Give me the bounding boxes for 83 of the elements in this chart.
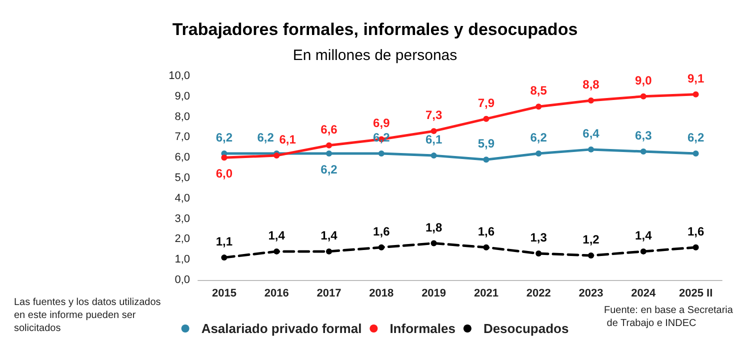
data-label: 1,6	[687, 224, 704, 238]
data-label: 1,8	[425, 220, 442, 234]
point	[692, 150, 699, 157]
point	[430, 128, 437, 134]
data-label: 8,5	[530, 84, 548, 98]
y-tick-label: 8,0	[174, 110, 190, 123]
point	[378, 150, 384, 157]
y-tick-label: 7,0	[174, 131, 190, 144]
point	[483, 116, 490, 122]
data-label: 5,9	[478, 136, 495, 151]
data-label: 6,0	[216, 166, 233, 181]
x-tick-label: 2016	[264, 288, 289, 300]
point	[692, 244, 699, 250]
data-label: 1,6	[373, 224, 390, 238]
point	[483, 244, 490, 250]
x-tick-label: 2018	[369, 288, 394, 300]
x-tick-label: 2024	[631, 288, 657, 300]
point	[326, 150, 332, 157]
y-tick-label: 0,0	[174, 274, 190, 286]
data-label: 7,9	[478, 96, 495, 110]
chart-title: Trabajadores formales, informales y desocupados	[172, 20, 578, 39]
y-tick-label: 1,0	[174, 254, 190, 266]
x-tick-label: 2021	[474, 288, 498, 300]
data-label: 6,9	[373, 116, 390, 130]
data-label: 6,1	[425, 132, 442, 147]
y-tick-label: 2,0	[174, 233, 190, 246]
chart-subtitle: En millones de personas	[292, 47, 458, 64]
legend-label: Informales	[390, 321, 456, 336]
text: Las fuentes y los datos utilizados en este informe pueden ser solicitados	[14, 297, 164, 334]
point	[588, 146, 594, 152]
y-tick-label: 9,0	[174, 90, 190, 102]
data-label: 6,2	[530, 130, 548, 145]
data-label: 6,4	[582, 126, 600, 140]
data-label: 1,6	[478, 224, 495, 238]
source-note: Fuente: en base a Secretaria de Trabajo e INDEC	[604, 305, 734, 329]
data-label: 7,3	[425, 108, 442, 122]
point	[430, 152, 437, 159]
data-label: 1,4	[320, 228, 338, 242]
data-label: 6,2	[687, 130, 704, 145]
x-tick-label: 2019	[422, 288, 446, 300]
point	[536, 104, 542, 110]
data-label: 9,0	[635, 73, 652, 88]
point	[274, 248, 280, 254]
point	[221, 254, 228, 261]
data-label: 1,4	[268, 228, 286, 242]
x-tick-label: 2015	[212, 288, 236, 300]
y-tick-label: 10,0	[168, 70, 190, 82]
y-tick-label: 6,0	[174, 152, 190, 164]
point	[536, 150, 542, 157]
point	[326, 248, 332, 254]
data-label: 6,2	[320, 162, 338, 177]
point	[536, 250, 542, 256]
data-label: 1,2	[582, 232, 600, 247]
data-label: 8,8	[582, 77, 600, 92]
y-tick-label: 3,0	[174, 212, 190, 225]
x-tick-label: 2025 II	[678, 288, 713, 300]
data-label: 6,2	[216, 130, 233, 145]
point	[483, 156, 490, 163]
legend-label: Asalariado privado formal	[201, 321, 362, 336]
point	[378, 244, 384, 250]
point	[588, 97, 594, 104]
point	[640, 248, 646, 254]
x-tick-label: 2022	[526, 288, 551, 300]
data-label: 1,3	[530, 230, 548, 244]
point	[588, 252, 594, 259]
point	[640, 148, 646, 154]
point	[430, 240, 437, 246]
y-tick-label: 4,0	[174, 192, 190, 204]
data-label: 1,4	[635, 228, 652, 242]
data-label: 6,6	[320, 122, 338, 136]
point	[221, 154, 228, 161]
data-label: 1,1	[216, 234, 233, 249]
data-label: 6,3	[635, 128, 652, 142]
point	[692, 91, 699, 98]
data-label: 9,1	[687, 71, 704, 86]
y-tick-label: 5,0	[174, 172, 190, 184]
data-label: 6,1	[279, 132, 296, 147]
legend-label: Desocupados	[483, 321, 569, 336]
data-label: 6,2	[257, 130, 274, 145]
point	[640, 93, 646, 100]
x-tick-label: 2017	[316, 288, 342, 300]
point	[326, 142, 332, 148]
x-tick-label: 2023	[578, 288, 604, 300]
